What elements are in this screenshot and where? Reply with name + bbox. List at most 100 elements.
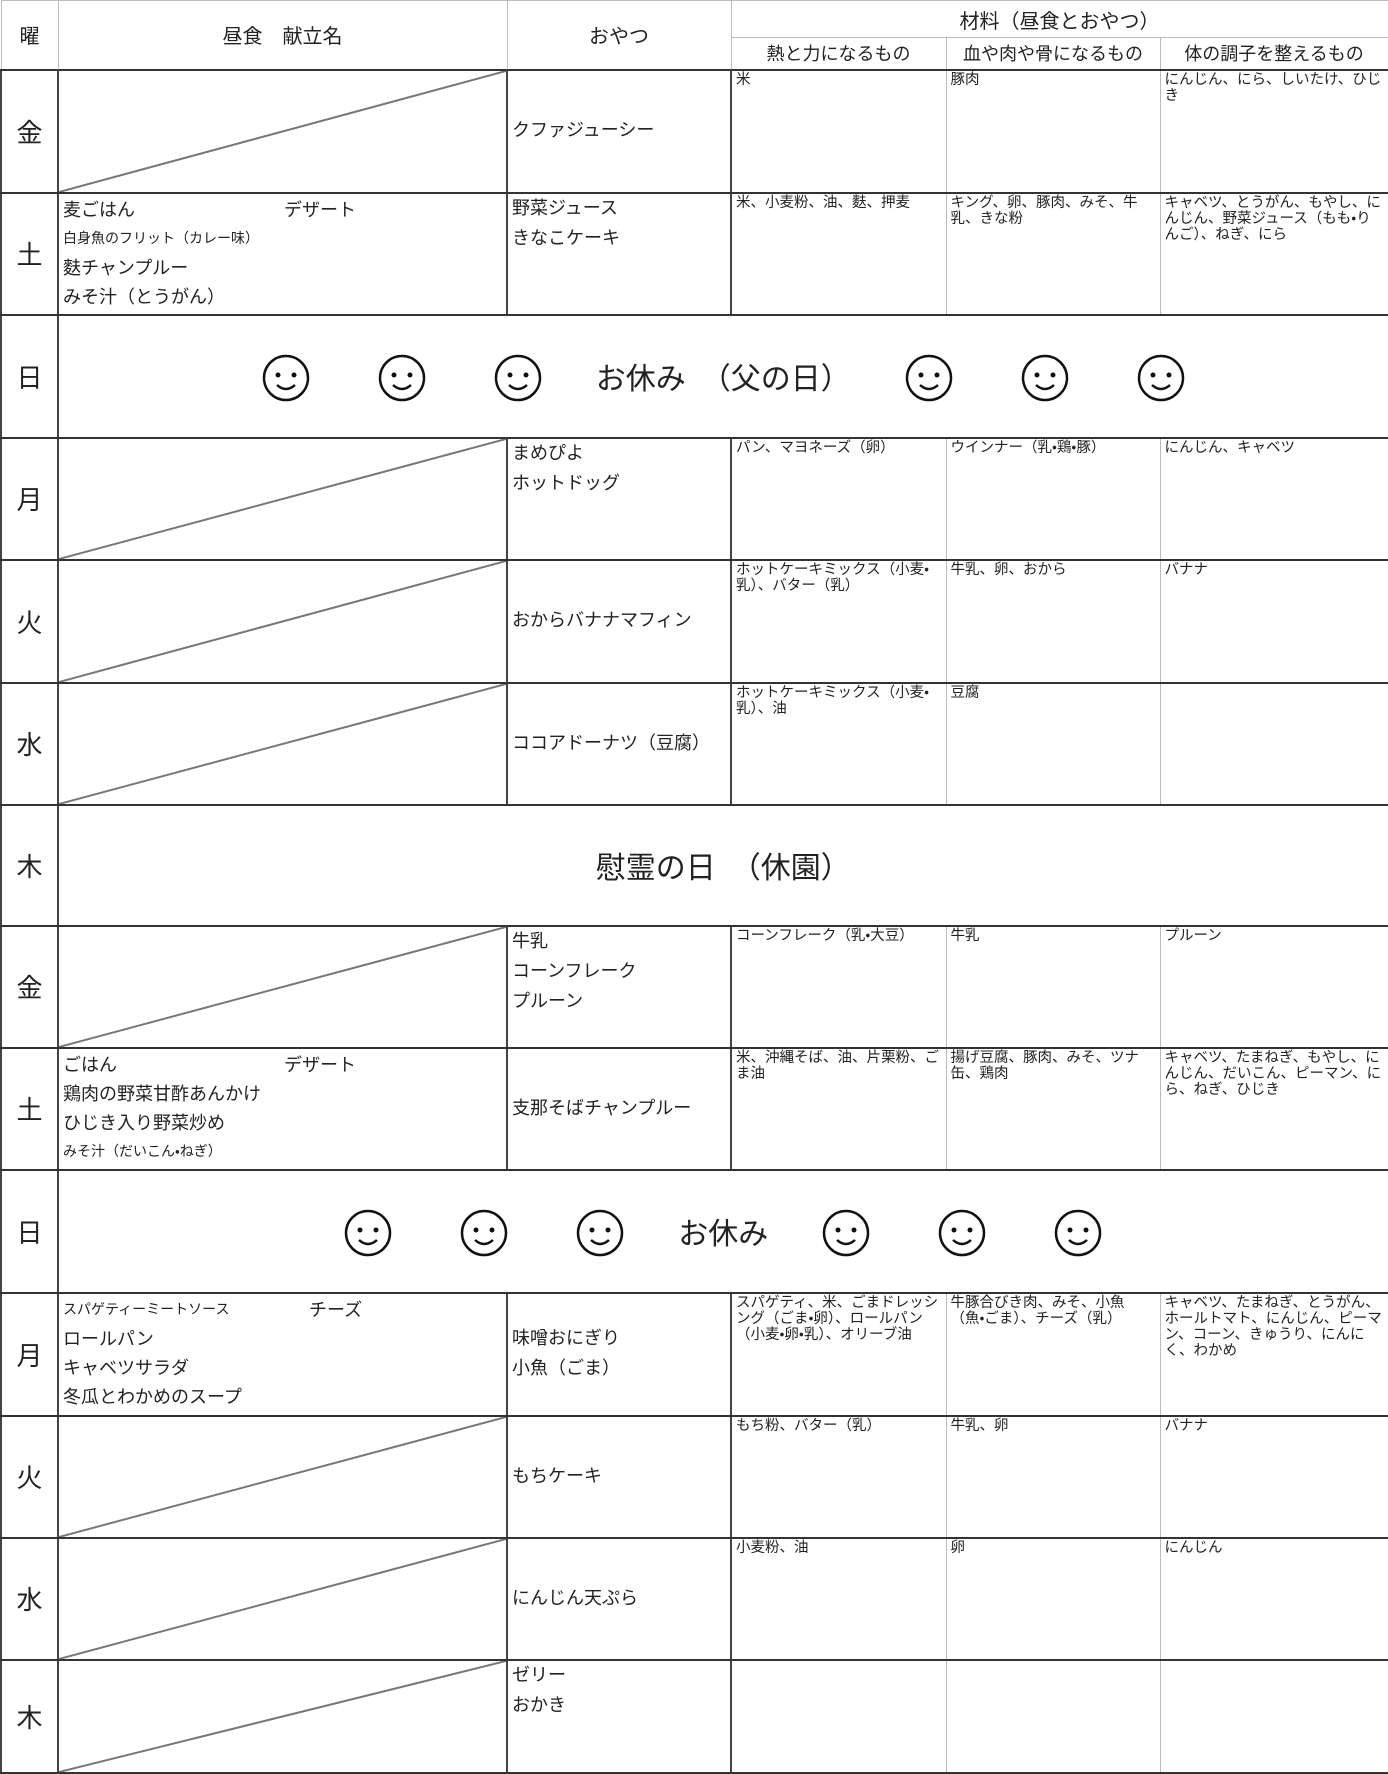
- eye: [1067, 1227, 1073, 1233]
- menu-row: 土麦ごはん 白身魚のフリット（カレー味） 麩チャンプルー みそ汁（とうがん） デザート 野…: [0, 191, 1388, 316]
- day-cell: 木: [0, 803, 59, 927]
- day-cell: 土: [0, 191, 59, 316]
- snack-cell: にんじん天ぷら: [506, 1536, 732, 1661]
- diagonal: [59, 1417, 506, 1537]
- ingredient-cell: 牛豚合びき肉、みそ、小魚（魚・ごま）、チーズ（乳）: [945, 1291, 1161, 1417]
- mouth: [507, 384, 528, 391]
- eye: [473, 1227, 479, 1233]
- diagonal: [59, 71, 506, 192]
- snack-cell: もちケーキ: [506, 1414, 732, 1539]
- lunch-item: ロールパン: [63, 1328, 154, 1350]
- lunch-item: 白身魚のフリット（カレー味）: [63, 230, 259, 247]
- eye: [357, 1227, 363, 1233]
- face-icon: [345, 1209, 392, 1257]
- holiday-cell: お休み （父の日）: [57, 313, 1388, 439]
- face-icon: [905, 354, 952, 402]
- ingredient-cell: バナナ: [1159, 558, 1388, 684]
- eye: [373, 1227, 379, 1233]
- snack-item: 牛乳: [512, 930, 548, 952]
- eye: [835, 1227, 841, 1233]
- eye: [291, 372, 297, 378]
- snack-item: プルーン: [512, 990, 584, 1012]
- day-cell: 水: [0, 681, 59, 806]
- menu-row: 火 おからバナナマフィン ホットケーキミックス（小麦・乳）、バター（乳） 牛乳、卵、お…: [0, 558, 1388, 684]
- ingredient-cell: キャベツ、たまねぎ、とうがん、ホールトマト、にんじん、ピーマン、コーン、きゅうり…: [1159, 1291, 1388, 1417]
- face-icon: [823, 1209, 870, 1257]
- face-outline: [461, 1209, 508, 1257]
- snack-cell: ゼリー おかき: [506, 1658, 732, 1774]
- diagonal: [59, 1661, 506, 1772]
- eye: [1034, 372, 1040, 378]
- header-body: 血や肉や骨になるもの: [945, 37, 1161, 70]
- diagonal-line: [59, 561, 506, 682]
- lunch-extra: デザート: [284, 1054, 356, 1076]
- face-outline: [378, 354, 425, 402]
- eye: [589, 1227, 595, 1233]
- eye: [851, 1227, 857, 1233]
- lunch-item: 麩チャンプルー: [63, 257, 189, 279]
- face-outline: [494, 354, 541, 402]
- face-icon: [378, 354, 425, 402]
- snack-item: ゼリー: [512, 1664, 566, 1686]
- snack-cell: 野菜ジュース きなこケーキ: [506, 191, 732, 316]
- mouth: [1150, 384, 1171, 391]
- day-cell: 火: [0, 1414, 59, 1539]
- mouth: [1034, 384, 1055, 391]
- eye: [605, 1227, 611, 1233]
- snack-item: 支那そばチャンプルー: [512, 1097, 692, 1119]
- ingredient-cell: パン、マヨネーズ（卵）: [730, 436, 947, 561]
- snack-item: 味噌おにぎり: [512, 1328, 620, 1349]
- diagonal-line: [59, 71, 506, 192]
- ingredient-cell: [1159, 1658, 1388, 1774]
- holiday-text: お休み: [678, 1217, 769, 1252]
- header-day: 曜: [0, 0, 59, 70]
- face-outline: [1137, 354, 1184, 402]
- ingredient-cell: にんじん: [1159, 1536, 1388, 1661]
- eye: [1083, 1227, 1089, 1233]
- snack-item: ココアドーナツ（豆腐）: [512, 732, 710, 754]
- eye: [1150, 372, 1156, 378]
- lunch-extra: チーズ: [309, 1299, 363, 1321]
- menu-row: 日 お休み （父の日）: [0, 313, 1388, 439]
- ingredient-cell: もち粉、バター（乳）: [730, 1414, 947, 1539]
- eye: [507, 372, 513, 378]
- header-lunch: 昼食 献立名: [57, 0, 508, 70]
- day-cell: 金: [0, 68, 59, 194]
- menu-row: 木 慰霊の日 （休園）: [0, 803, 1388, 927]
- face-outline: [939, 1209, 986, 1257]
- ingredient-cell: 豚肉: [945, 68, 1161, 194]
- day-cell: 金: [0, 924, 59, 1049]
- diagonal: [59, 1539, 506, 1659]
- ingredient-cell: [945, 1658, 1161, 1774]
- header-snack: おやつ: [506, 0, 732, 70]
- eye: [918, 372, 924, 378]
- ingredient-cell: 牛乳、卵、おから: [945, 558, 1161, 684]
- menu-row: 木 ゼリー おかき: [0, 1658, 1388, 1774]
- ingredient-cell: キング、卵、豚肉、みそ、牛乳、きな粉: [945, 191, 1161, 316]
- ingredient-cell: にんじん、キャベツ: [1159, 436, 1388, 561]
- snack-item: きなこケーキ: [512, 227, 620, 249]
- ingredient-cell: コーンフレーク（乳・大豆）: [730, 924, 947, 1049]
- menu-row: 土ごはん 鶏肉の野菜甘酢あんかけ ひじき入り野菜炒め みそ汁（だいこん・ねぎ） デザート…: [0, 1046, 1388, 1171]
- snack-item: おかき: [512, 1694, 566, 1716]
- face-icon: [262, 354, 309, 402]
- lunch-item: キャベツサラダ: [63, 1357, 189, 1379]
- lunch-cell: [57, 924, 508, 1049]
- lunch-cell: [57, 558, 508, 684]
- face-icon: [939, 1209, 986, 1257]
- ingredient-cell: 米: [730, 68, 947, 194]
- snack-cell: まめぴよ ホットドッグ: [506, 436, 732, 561]
- mouth: [590, 1239, 611, 1246]
- ingredient-cell: 卵: [945, 1536, 1161, 1661]
- mouth: [391, 384, 412, 391]
- eye: [934, 372, 940, 378]
- menu-row: 月スパゲティーミートソース ロールパン キャベツサラダ 冬瓜とわかめのスープ チーズ 味噌…: [0, 1291, 1388, 1417]
- mouth: [358, 1239, 379, 1246]
- eye: [407, 372, 413, 378]
- day-cell: 水: [0, 1536, 59, 1661]
- ingredient-cell: ホットケーキミックス（小麦・乳）、油: [730, 681, 947, 806]
- eye: [489, 1227, 495, 1233]
- ingredient-cell: キャベツ、たまねぎ、もやし、にんじん、だいこん、ピーマン、にら、ねぎ、ひじき: [1159, 1046, 1388, 1171]
- day-cell: 土: [0, 1046, 59, 1171]
- lunch-cell: [57, 1536, 508, 1661]
